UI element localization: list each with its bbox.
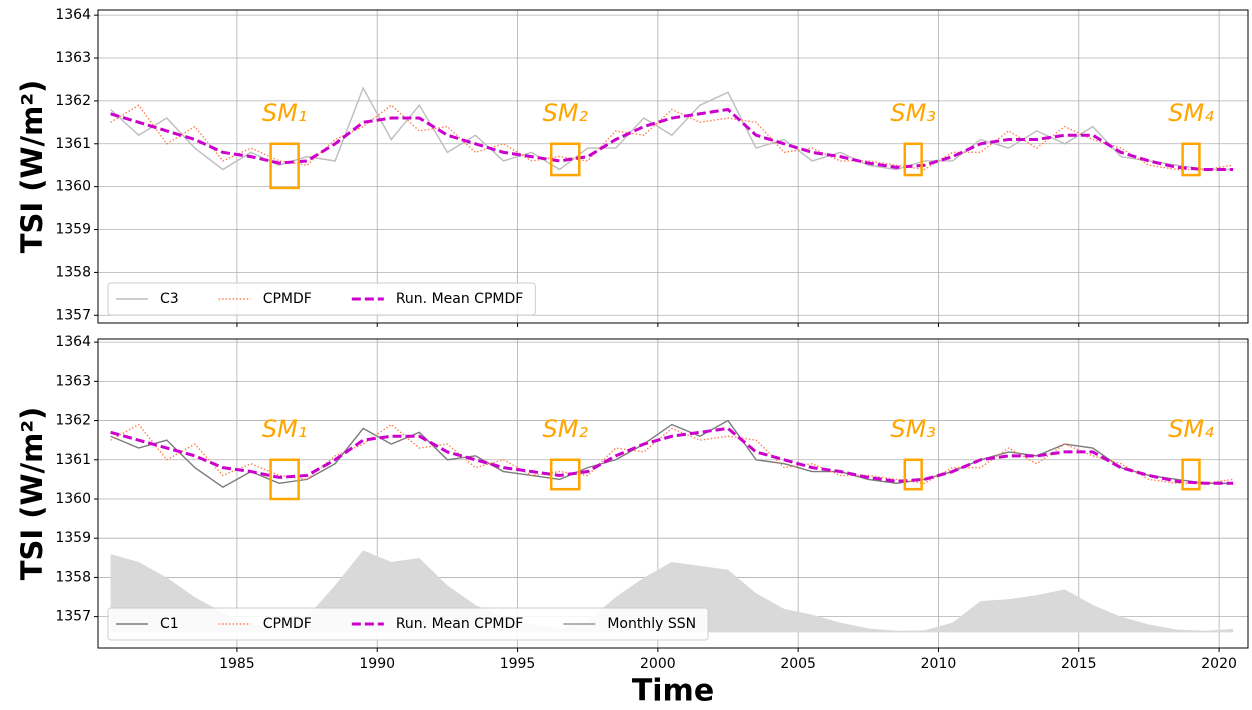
sm-label: SM₄: [1168, 415, 1214, 443]
y-axis-label: TSI (W/m²): [15, 407, 49, 581]
sm-box: [269, 458, 300, 501]
sm-box: [269, 142, 300, 190]
x-tick-label: 2015: [1061, 656, 1097, 672]
y-tick-label: 1359: [55, 530, 91, 546]
legend-label: CPMDF: [263, 616, 312, 632]
legend-label: Run. Mean CPMDF: [396, 616, 523, 632]
x-tick-label: 2005: [780, 656, 816, 672]
sm-box: [549, 142, 581, 177]
sm-label: SM₂: [542, 99, 588, 127]
x-tick-label: 1995: [500, 656, 536, 672]
y-axis-label: TSI (W/m²): [15, 80, 49, 254]
x-tick-label: 2010: [921, 656, 957, 672]
sm-box: [1181, 142, 1201, 177]
panel: 1357 1358 1359 1360 1361 1362 1363 1364 1985 1990…: [15, 334, 1249, 709]
sm-label: SM₄: [1168, 99, 1214, 127]
legend-label: CPMDF: [263, 291, 312, 307]
x-tick-label: 1990: [359, 656, 395, 672]
legend-box: [107, 282, 536, 316]
axes-frame: [97, 338, 1249, 649]
y-tick-label: 1361: [55, 136, 91, 152]
sm-box: [1181, 458, 1201, 491]
y-tick-label: 1357: [55, 307, 91, 323]
legend-label: Monthly SSN: [607, 616, 696, 632]
y-tick-label: 1358: [55, 264, 91, 280]
sm-box: [903, 458, 923, 491]
legend-label: C3: [160, 291, 179, 307]
y-tick-label: 1360: [55, 491, 91, 507]
legend: C3 CPMDF Run. Mean CPMDF: [107, 282, 536, 316]
y-tick-label: 1358: [55, 569, 91, 585]
x-tick-label: 1985: [219, 656, 255, 672]
legend-label: C1: [160, 616, 179, 632]
y-tick-label: 1361: [55, 452, 91, 468]
x-tick-label: 2000: [640, 656, 676, 672]
panel: 1357 1358 1359 1360 1361 1362 1363 1364 SM₁ SM₂ SM…: [15, 7, 1249, 327]
x-axis-label: Time: [632, 674, 714, 709]
axes-frame: [97, 9, 1249, 324]
y-tick-label: 1362: [55, 93, 91, 109]
y-tick-label: 1359: [55, 222, 91, 238]
legend: C1 CPMDF Run. Mean CPMDF Monthly SSN: [107, 607, 709, 641]
y-tick-label: 1363: [55, 373, 91, 389]
y-tick-label: 1364: [55, 334, 91, 350]
y-tick-label: 1362: [55, 413, 91, 429]
legend-label: Run. Mean CPMDF: [396, 291, 523, 307]
y-tick-label: 1360: [55, 179, 91, 195]
sm-label: SM₃: [890, 99, 936, 127]
x-tick-label: 2020: [1201, 656, 1237, 672]
legend-box: [107, 607, 709, 641]
sm-label: SM₃: [890, 415, 936, 443]
series-line: [110, 426, 1234, 485]
plot-area: [110, 419, 1234, 633]
sm-label: SM₁: [262, 415, 308, 443]
y-tick-label: 1364: [55, 7, 91, 23]
y-tick-label: 1357: [55, 609, 91, 625]
series-line: [110, 107, 1234, 172]
sm-box: [549, 458, 581, 491]
y-tick-label: 1363: [55, 50, 91, 66]
sm-label: SM₂: [542, 415, 588, 443]
sm-box: [903, 142, 923, 177]
sm-label: SM₁: [262, 99, 308, 127]
